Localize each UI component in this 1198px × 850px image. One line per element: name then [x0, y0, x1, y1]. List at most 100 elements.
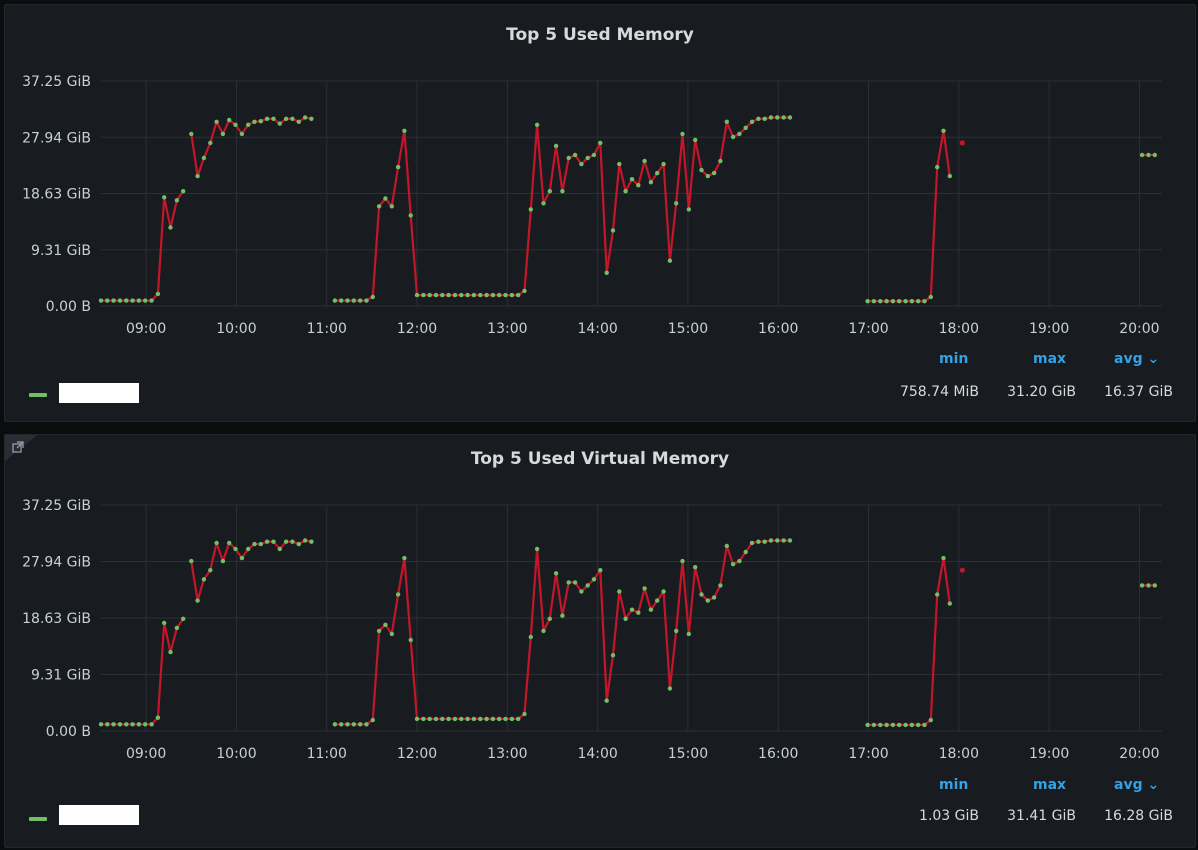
data-point[interactable] [376, 628, 382, 634]
data-point[interactable] [903, 722, 908, 728]
data-point[interactable] [787, 115, 793, 120]
legend-series-color[interactable] [29, 393, 47, 397]
data-point[interactable] [648, 180, 654, 185]
data-point[interactable] [878, 299, 883, 304]
data-point[interactable] [290, 116, 295, 122]
data-point[interactable] [617, 589, 622, 594]
data-point[interactable] [775, 115, 780, 120]
data-point[interactable] [497, 292, 502, 298]
data-point[interactable] [446, 716, 451, 722]
data-point[interactable] [941, 128, 946, 133]
data-point[interactable] [227, 540, 232, 546]
series-line[interactable] [101, 618, 185, 726]
data-point[interactable] [699, 592, 704, 597]
data-point[interactable] [661, 589, 666, 594]
data-point[interactable] [718, 158, 723, 164]
data-point[interactable] [787, 538, 793, 543]
data-point[interactable] [465, 292, 470, 298]
data-point[interactable] [208, 140, 213, 146]
external-link-icon[interactable] [5, 435, 45, 463]
data-point[interactable] [890, 299, 896, 304]
data-point[interactable] [309, 539, 314, 544]
data-point[interactable] [283, 539, 289, 544]
data-point[interactable] [252, 119, 257, 125]
data-point[interactable] [890, 722, 896, 728]
data-point[interactable] [490, 716, 496, 722]
data-point[interactable] [296, 119, 301, 125]
data-point[interactable] [503, 292, 508, 298]
data-point[interactable] [935, 164, 940, 170]
data-point[interactable] [711, 170, 717, 176]
data-point[interactable] [358, 722, 363, 727]
data-point[interactable] [117, 722, 123, 727]
data-point[interactable] [174, 625, 180, 631]
data-point[interactable] [105, 298, 110, 303]
data-point[interactable] [604, 698, 609, 703]
data-point[interactable] [408, 213, 413, 218]
data-point[interactable] [667, 686, 673, 691]
data-point[interactable] [768, 115, 774, 120]
series-line[interactable] [334, 116, 790, 302]
data-point[interactable] [922, 299, 927, 304]
data-point[interactable] [693, 565, 698, 570]
data-point[interactable] [189, 558, 194, 564]
data-point[interactable] [105, 722, 110, 727]
data-point[interactable] [667, 258, 673, 263]
data-point[interactable] [1152, 152, 1158, 158]
data-point[interactable] [756, 539, 761, 544]
data-point[interactable] [928, 294, 933, 300]
data-point[interactable] [903, 299, 908, 304]
data-point[interactable] [220, 558, 226, 564]
data-point[interactable] [749, 119, 755, 125]
data-point[interactable] [490, 292, 496, 298]
data-point[interactable] [201, 155, 207, 161]
data-point[interactable] [155, 291, 161, 297]
data-point[interactable] [916, 299, 921, 304]
data-point[interactable] [497, 716, 502, 722]
data-point[interactable] [446, 292, 451, 298]
data-point[interactable] [916, 722, 921, 728]
data-point[interactable] [947, 173, 952, 179]
data-point[interactable] [762, 116, 767, 122]
data-point[interactable] [591, 152, 597, 158]
data-point[interactable] [686, 207, 691, 212]
data-point[interactable] [749, 540, 755, 546]
data-point[interactable] [471, 292, 477, 298]
data-point[interactable] [724, 543, 729, 549]
data-point[interactable] [364, 722, 369, 727]
data-point[interactable] [604, 270, 609, 275]
legend-series-name[interactable] [59, 805, 139, 825]
data-point[interactable] [117, 298, 123, 303]
data-point[interactable] [124, 298, 129, 303]
data-point[interactable] [309, 116, 314, 122]
data-point[interactable] [395, 592, 401, 597]
data-point[interactable] [358, 298, 363, 303]
data-point[interactable] [239, 555, 245, 561]
data-point[interactable] [465, 716, 470, 722]
data-point[interactable] [768, 538, 774, 543]
data-point[interactable] [534, 122, 540, 128]
data-point[interactable] [162, 620, 167, 626]
data-point[interactable] [629, 607, 635, 612]
data-point[interactable] [680, 558, 685, 564]
data-point[interactable] [897, 722, 902, 728]
data-point[interactable] [528, 634, 533, 640]
data-point[interactable] [610, 653, 616, 658]
data-point[interactable] [214, 119, 219, 125]
data-point[interactable] [1139, 583, 1145, 588]
data-point[interactable] [959, 140, 966, 146]
data-point[interactable] [440, 292, 445, 298]
data-point[interactable] [878, 722, 883, 728]
data-point[interactable] [522, 288, 527, 294]
legend-series-color[interactable] [29, 817, 47, 821]
data-point[interactable] [743, 549, 748, 555]
data-point[interactable] [264, 116, 270, 122]
panel-title[interactable]: Top 5 Used Virtual Memory [470, 449, 730, 469]
data-point[interactable] [149, 298, 154, 303]
series-line[interactable] [334, 539, 790, 726]
data-point[interactable] [345, 298, 350, 303]
data-point[interactable] [509, 716, 515, 722]
data-point[interactable] [421, 716, 426, 722]
data-point[interactable] [351, 722, 356, 727]
data-point[interactable] [174, 198, 180, 203]
